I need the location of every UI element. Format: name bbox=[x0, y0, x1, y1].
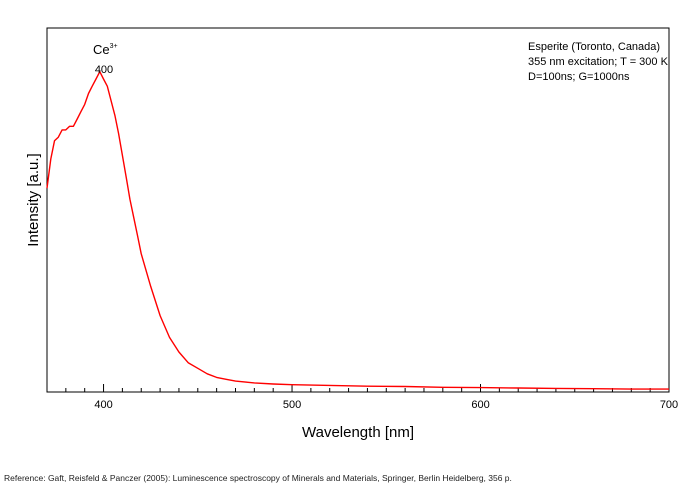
peak-ion-base: Ce bbox=[93, 42, 110, 57]
spectrum-line bbox=[46, 70, 669, 390]
info-line-2: 355 nm excitation; T = 300 K bbox=[528, 56, 669, 68]
peak-wavelength-label: 400 bbox=[95, 64, 113, 76]
plot-frame bbox=[46, 27, 670, 393]
x-tick-label: 600 bbox=[471, 399, 489, 411]
x-tick-label: 500 bbox=[283, 399, 301, 411]
series-layer bbox=[46, 70, 669, 390]
reference-note: Reference: Gaft, Reisfeld & Panczer (200… bbox=[4, 473, 512, 483]
info-line-3: D=100ns; G=1000ns bbox=[528, 71, 630, 83]
peak-ion-label: Ce3+ bbox=[93, 42, 118, 57]
x-tick-label: 700 bbox=[660, 399, 678, 411]
x-axis-ticks: 400 500 600 700 bbox=[46, 384, 678, 411]
x-axis-title: Wavelength [nm] bbox=[302, 424, 414, 441]
y-axis-title: Intensity [a.u.] bbox=[25, 153, 42, 246]
peak-ion-superscript: 3+ bbox=[110, 43, 118, 50]
info-line-1: Esperite (Toronto, Canada) bbox=[528, 41, 660, 53]
x-tick-label: 400 bbox=[94, 399, 112, 411]
